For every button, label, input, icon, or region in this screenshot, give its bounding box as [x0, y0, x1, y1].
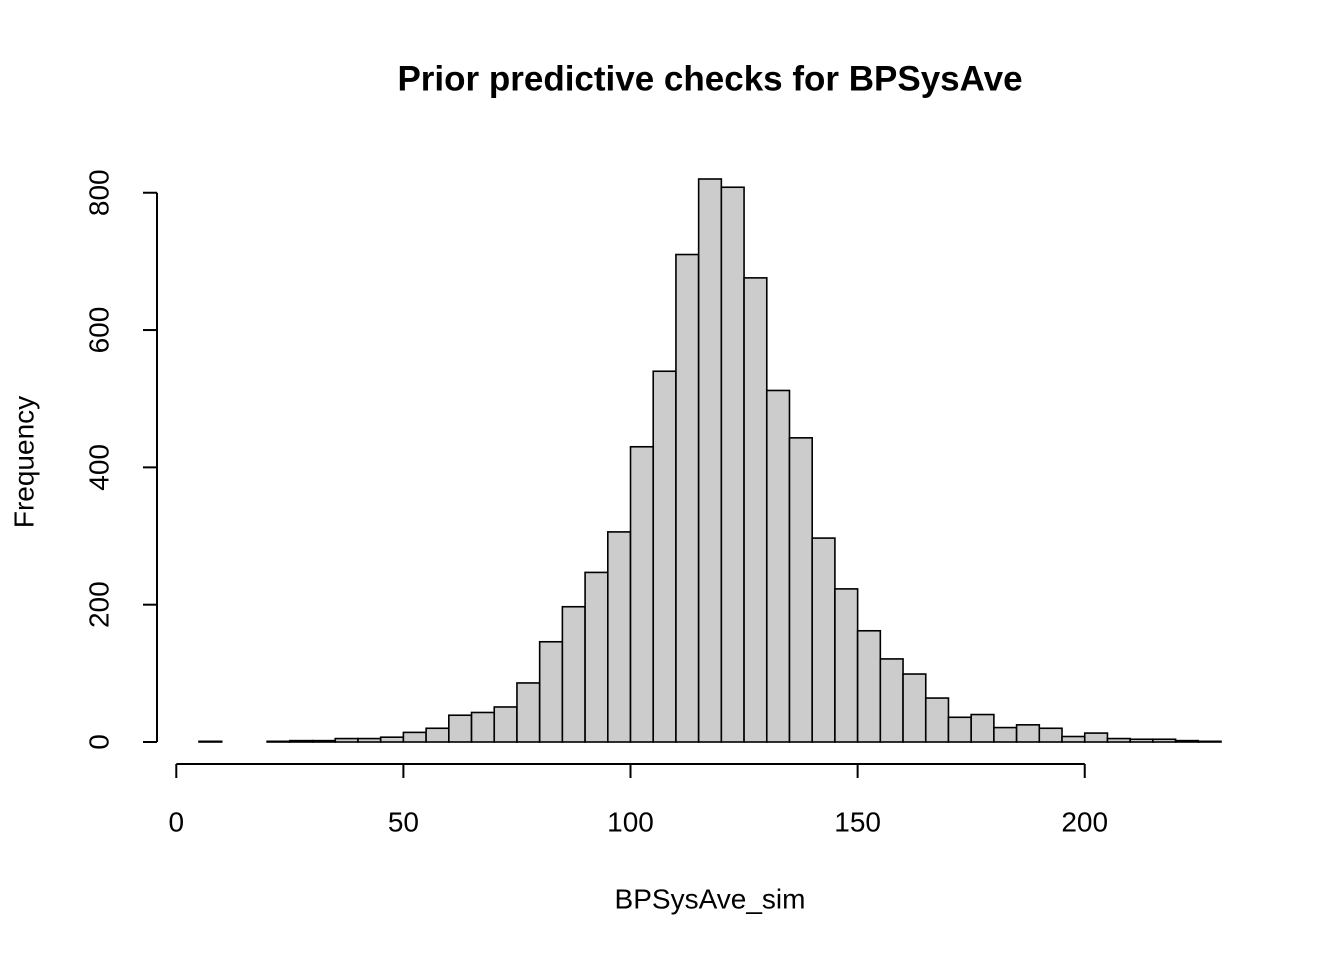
- bar: [516, 682, 541, 743]
- bar: [879, 658, 904, 743]
- bar: [652, 370, 677, 743]
- bar: [1038, 727, 1063, 743]
- bar: [1174, 739, 1200, 743]
- bar: [289, 739, 314, 743]
- y-tick-label: 800: [83, 169, 114, 216]
- bar: [947, 716, 972, 743]
- bar: [834, 588, 859, 743]
- bar: [311, 739, 337, 743]
- chart-title: Prior predictive checks for BPSysAve: [397, 59, 1022, 98]
- bar: [743, 277, 768, 743]
- bar: [924, 697, 950, 743]
- x-tick-label: 100: [607, 806, 654, 837]
- x-tick-label: 200: [1061, 806, 1108, 837]
- y-tick-label: 200: [83, 581, 114, 628]
- bar: [856, 629, 882, 743]
- bar: [675, 253, 700, 743]
- bar: [1061, 735, 1086, 743]
- bar: [788, 437, 814, 743]
- y-axis-label: Frequency: [8, 396, 39, 528]
- bar: [561, 605, 586, 743]
- x-tick-label: 0: [168, 806, 184, 837]
- bar: [1197, 740, 1222, 743]
- bar: [198, 740, 223, 743]
- bar: [811, 537, 836, 743]
- y-tick-label: 400: [83, 444, 114, 491]
- bar: [470, 711, 496, 743]
- x-axis-label: BPSysAve_sim: [615, 883, 806, 914]
- bar: [266, 740, 291, 743]
- bar: [448, 714, 473, 743]
- bar: [493, 706, 518, 743]
- y-tick-label: 600: [83, 307, 114, 354]
- bar: [1015, 724, 1041, 743]
- bar: [697, 178, 723, 743]
- bar: [402, 731, 427, 743]
- bar: [425, 727, 450, 743]
- bar: [720, 186, 745, 743]
- bar: [1152, 738, 1177, 743]
- bar: [584, 571, 609, 743]
- bar: [379, 736, 405, 743]
- x-tick-label: 150: [834, 806, 881, 837]
- bar: [606, 531, 632, 743]
- bar: [1106, 737, 1131, 743]
- bar: [765, 389, 791, 743]
- bar: [993, 726, 1018, 743]
- bar: [538, 640, 564, 743]
- bar: [902, 673, 927, 743]
- bar: [629, 445, 655, 743]
- bar: [970, 713, 995, 743]
- bar: [357, 737, 382, 743]
- bar: [334, 737, 359, 743]
- x-tick-label: 50: [388, 806, 419, 837]
- bar: [1129, 738, 1154, 743]
- bar: [1083, 732, 1109, 743]
- y-tick-label: 0: [83, 734, 114, 750]
